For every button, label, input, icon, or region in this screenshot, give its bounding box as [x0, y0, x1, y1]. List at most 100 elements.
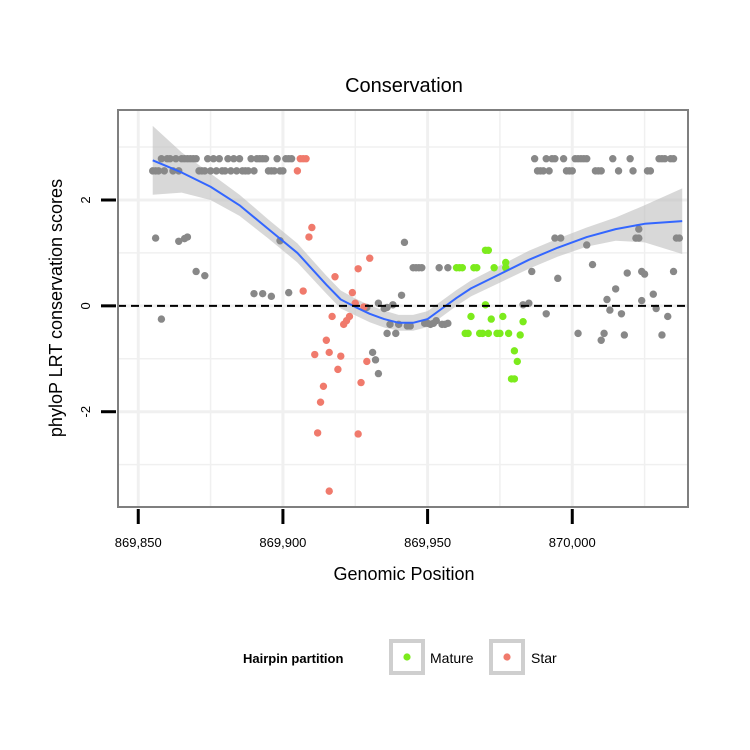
point-mature [516, 331, 524, 339]
point-other [658, 331, 666, 339]
legend-title: Hairpin partition [243, 651, 343, 666]
point-other [261, 154, 270, 163]
point-star [363, 357, 371, 366]
point-other [542, 310, 550, 318]
point-other [640, 270, 649, 278]
legend-entry-mature: Mature [389, 639, 474, 675]
point-other [669, 154, 678, 163]
point-other [649, 290, 657, 298]
smooth-fit-line [152, 159, 683, 324]
point-other [620, 331, 629, 339]
legend-entry-star: Star [489, 639, 557, 675]
point-other [371, 356, 380, 364]
point-other [530, 154, 539, 163]
point-other [201, 271, 209, 280]
point-mature [496, 329, 504, 338]
point-other [230, 154, 238, 163]
point-star [311, 350, 319, 359]
point-other [554, 274, 562, 283]
point-star [313, 429, 322, 437]
x-axis: 869,850 869,900 869,950 870,000 [115, 509, 596, 550]
point-other [638, 296, 646, 305]
point-star [337, 352, 345, 360]
point-mature [519, 318, 527, 326]
point-other [258, 289, 267, 298]
point-mature [467, 312, 475, 321]
y-axis-title: phyloP LRT conservation scores [46, 179, 66, 437]
point-other [154, 167, 163, 175]
point-other [635, 225, 643, 233]
point-other [675, 234, 684, 242]
point-other [267, 292, 276, 301]
point-other [383, 329, 391, 338]
point-mature [481, 301, 490, 309]
point-mature [502, 258, 510, 267]
point-other [285, 288, 293, 297]
point-other [192, 267, 200, 276]
point-other [583, 154, 591, 163]
y-axis: -2 0 2 [78, 196, 116, 418]
point-mature [510, 347, 519, 355]
point-other [539, 167, 548, 175]
point-mature [464, 329, 472, 338]
point-star [331, 273, 339, 281]
confidence-ribbon [152, 125, 683, 331]
point-mature [473, 264, 481, 272]
point-other [528, 267, 536, 276]
point-other [661, 154, 669, 163]
point-other [418, 264, 426, 272]
x-tick-label: 870,000 [549, 535, 596, 550]
point-other [568, 167, 576, 175]
point-star [345, 312, 354, 321]
point-other [432, 316, 440, 325]
point-star [357, 378, 365, 387]
point-other [166, 154, 174, 163]
point-other [232, 167, 241, 175]
point-other [183, 233, 192, 241]
x-tick-label: 869,900 [259, 535, 306, 550]
legend-label-mature: Mature [430, 650, 474, 666]
point-other [545, 167, 553, 175]
point-other [392, 329, 400, 338]
point-other [444, 319, 452, 328]
point-other [227, 167, 235, 175]
point-mature [458, 264, 467, 272]
point-other [397, 291, 406, 299]
point-star [322, 336, 331, 344]
y-tick-label: 2 [78, 196, 93, 203]
point-other [435, 264, 443, 272]
point-other [635, 234, 643, 242]
smooth-line-layer [152, 159, 683, 324]
point-other [250, 167, 258, 175]
point-other [611, 285, 620, 293]
point-other [235, 154, 244, 163]
point-other [201, 167, 209, 175]
point-other [270, 167, 278, 175]
point-other [597, 167, 605, 175]
point-other [287, 154, 296, 163]
point-other [551, 154, 559, 163]
point-other [215, 154, 223, 163]
point-other [172, 154, 180, 163]
point-star [319, 382, 328, 391]
series-mature [452, 246, 527, 383]
point-other [574, 329, 582, 338]
point-star [299, 287, 307, 295]
point-mature [510, 375, 519, 383]
point-star [366, 254, 374, 262]
point-other [160, 167, 168, 175]
point-other [279, 167, 287, 175]
point-other [556, 234, 565, 242]
point-star [293, 167, 302, 175]
point-other [192, 154, 200, 163]
point-other [389, 301, 397, 309]
point-star [305, 233, 313, 241]
legend-marker-star [503, 653, 511, 661]
point-other [597, 336, 605, 344]
point-mature [490, 264, 498, 272]
point-other [212, 167, 221, 175]
point-other [209, 154, 218, 163]
point-mature [513, 357, 521, 366]
points-layer [149, 154, 684, 495]
